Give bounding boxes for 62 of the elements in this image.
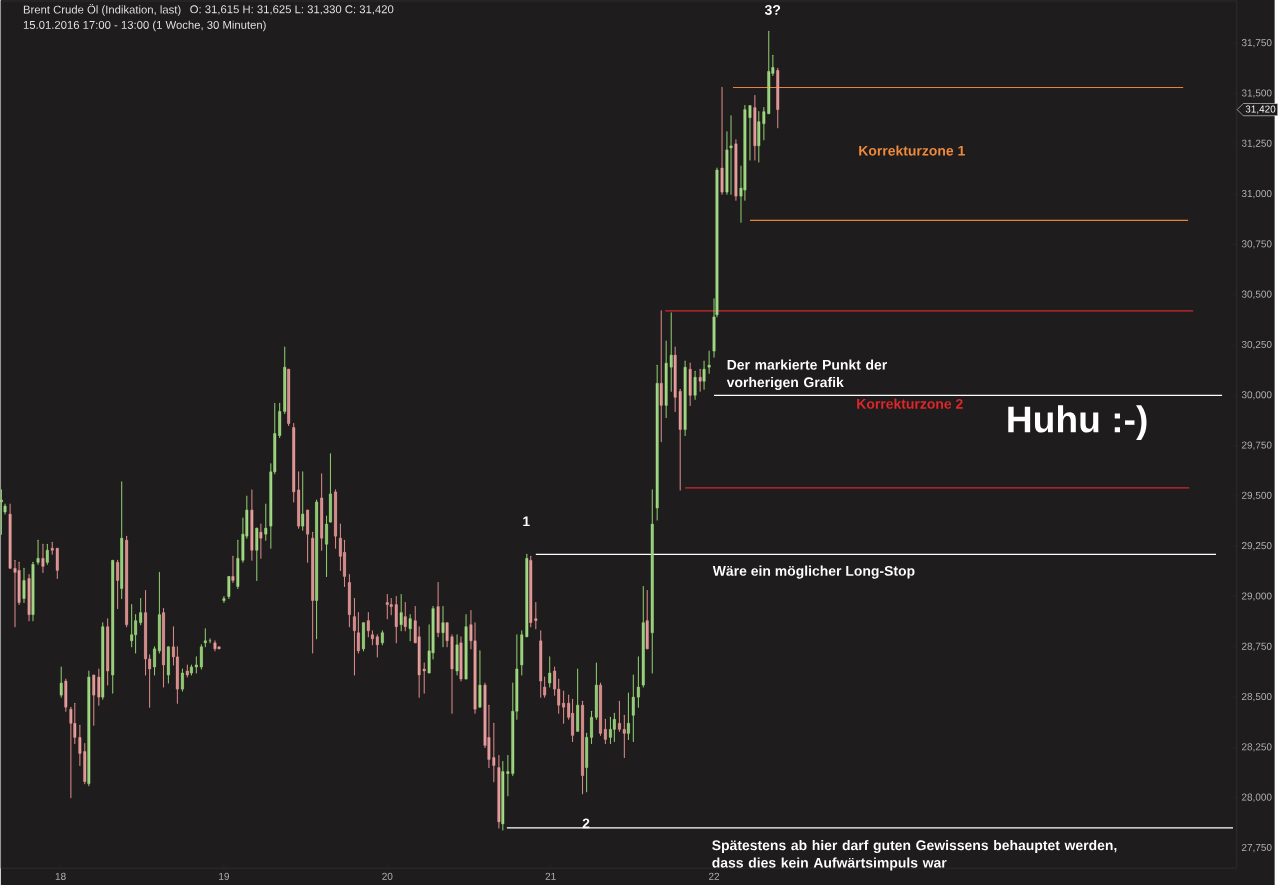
candlestick xyxy=(111,559,115,694)
chart-title: Brent Crude Öl (Indikation, last) xyxy=(23,4,181,16)
annotation: Der markierte Punkt der vorherigen Grafik xyxy=(726,359,887,390)
x-tick-label: 22 xyxy=(708,872,720,880)
y-tick-label: 28,000 xyxy=(1241,793,1272,802)
x-tick-label: 20 xyxy=(382,872,393,880)
y-tick-label: 29,250 xyxy=(1241,542,1272,551)
y-tick-label: 27,750 xyxy=(1241,843,1272,853)
annotation: Wäre ein möglicher Long-Stop xyxy=(712,565,915,579)
candlestick xyxy=(776,67,780,129)
candlestick xyxy=(729,115,733,195)
candlestick xyxy=(64,678,68,712)
annotation: O: 31,615 H: 31,625 L: 31,330 C: 31,420 xyxy=(190,5,394,15)
candlestick xyxy=(645,589,649,650)
y-tick-label: 31,500 xyxy=(1241,89,1272,98)
y-tick-label: 29,500 xyxy=(1241,491,1272,501)
candlestick xyxy=(59,666,63,698)
candlestick xyxy=(255,527,259,581)
annotation: 2 xyxy=(582,818,590,829)
y-tick-label: 31,000 xyxy=(1241,189,1272,199)
y-tick-label: 29,750 xyxy=(1241,441,1272,450)
y-tick-label: 30,000 xyxy=(1241,391,1272,400)
y-tick-label: 29,000 xyxy=(1241,592,1272,601)
candlestick xyxy=(87,670,91,787)
y-tick-label: 28,250 xyxy=(1241,743,1272,752)
y-tick-label: 31,750 xyxy=(1241,39,1272,48)
candlestick xyxy=(650,489,654,674)
candlestick xyxy=(120,481,124,600)
annotation: Spätestens ab hier darf guten Gewissens behauptet werden, dass dies kein Aufwärtsimpuls war xyxy=(712,839,1117,871)
annotation: Korrekturzone 2 xyxy=(857,398,963,409)
candlestick xyxy=(403,602,407,632)
candlestick xyxy=(385,593,389,620)
y-tick-label: 30,500 xyxy=(1241,290,1272,299)
annotation: 3? xyxy=(764,4,781,15)
candlestick xyxy=(264,503,268,541)
y-tick-label: 30,250 xyxy=(1241,340,1272,350)
candlestick xyxy=(548,656,552,688)
y-tick-label: 28,500 xyxy=(1241,692,1272,702)
y-tick-label: 31,250 xyxy=(1241,139,1272,148)
candlestick xyxy=(408,614,412,642)
candlestick xyxy=(399,593,403,632)
candlestick xyxy=(539,630,543,698)
candlestick xyxy=(101,622,105,700)
x-tick-label: 18 xyxy=(55,872,66,880)
candlestick xyxy=(185,664,189,678)
candlestick xyxy=(659,310,663,443)
candlestick xyxy=(301,471,305,531)
x-tick-label: 21 xyxy=(545,872,556,880)
candlestick xyxy=(688,362,692,406)
candlestick xyxy=(283,346,287,414)
annotation: Korrekturzone 1 xyxy=(859,145,965,156)
y-tick-label: 28,750 xyxy=(1241,642,1272,651)
candlestick xyxy=(641,585,645,688)
candlestick xyxy=(0,489,3,535)
candlestick xyxy=(655,364,659,521)
text: 31,420 xyxy=(1245,105,1276,114)
y-tick-label: 30,750 xyxy=(1241,240,1272,249)
text: 15.01.2016 17:00 - 13:00 (1 Woche, 30 Minuten) xyxy=(23,20,266,32)
candlestick xyxy=(194,656,198,674)
annotation: 1 xyxy=(523,516,530,527)
x-tick-label: 19 xyxy=(219,872,230,880)
annotation: Huhu :-) xyxy=(1008,405,1147,440)
